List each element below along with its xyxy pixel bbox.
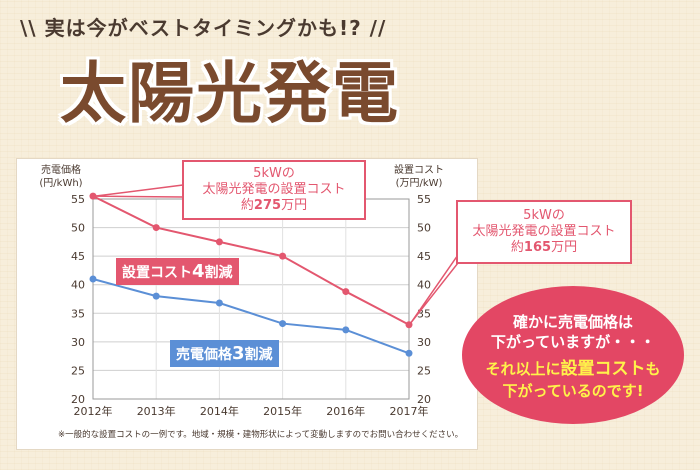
bubble-line2: 下がっていますが・・・ xyxy=(490,333,656,351)
callout-line3: 約165万円 xyxy=(510,240,578,255)
y-tick-left: 55 xyxy=(71,193,85,206)
data-point xyxy=(152,292,160,300)
x-tick-label: 2015年 xyxy=(263,404,302,418)
data-point xyxy=(405,349,413,357)
callout-line3: 約275万円 xyxy=(240,198,308,213)
data-point xyxy=(89,275,97,283)
data-point xyxy=(215,299,223,307)
y-tick-right: 30 xyxy=(417,336,431,349)
bubble-line3: それ以上に設置コストも xyxy=(485,359,661,379)
callout-value: 165 xyxy=(523,240,552,255)
data-point xyxy=(89,192,97,200)
y-tick-right: 40 xyxy=(417,279,431,292)
page-title: 太陽光発電 xyxy=(60,55,400,132)
y-tick-left: 35 xyxy=(71,307,85,320)
callout-line1: 5kWの xyxy=(253,166,295,181)
y-tick-right: 50 xyxy=(417,222,431,235)
data-point xyxy=(405,321,413,329)
summary-bubble: 確かに売電価格は 下がっていますが・・・ それ以上に設置コストも 下がっているの… xyxy=(462,286,684,424)
data-point xyxy=(152,224,160,232)
y-tick-left: 50 xyxy=(71,222,85,235)
series-line-price xyxy=(92,278,410,355)
x-tick-label: 2012年 xyxy=(74,404,113,418)
callout-line2: 太陽光発電の設置コスト xyxy=(202,182,346,197)
callout-pointer xyxy=(94,184,184,198)
footnote: ※一般的な設置コストの一例です。地域・規模・建物形状によって変動しますのでお問い… xyxy=(58,430,464,440)
y-tick-left: 45 xyxy=(71,250,85,263)
y-tick-left: 30 xyxy=(71,336,85,349)
y-axis-title-right: 設置コスト xyxy=(394,163,444,176)
y-tick-right: 35 xyxy=(417,307,431,320)
data-point xyxy=(279,320,287,328)
y-tick-left: 20 xyxy=(71,393,85,406)
data-point xyxy=(342,288,350,296)
x-tick-label: 2017年 xyxy=(390,404,429,418)
y-tick-left: 40 xyxy=(71,279,85,292)
y-tick-right: 45 xyxy=(417,250,431,263)
y-tick-right: 20 xyxy=(417,393,431,406)
y-axis-title-right: (万円/kW) xyxy=(396,178,443,189)
x-tick-label: 2014年 xyxy=(200,404,239,418)
series-line-cost xyxy=(92,195,410,326)
callout-line2: 太陽光発電の設置コスト xyxy=(472,224,616,239)
y-tick-left: 25 xyxy=(71,364,85,377)
price-reduction-label: 売電価格3割減 xyxy=(170,340,279,367)
data-point xyxy=(215,238,223,246)
bubble-line1: 確かに売電価格は xyxy=(512,313,633,331)
data-point xyxy=(279,252,287,260)
y-axis-title-left: 売電価格 xyxy=(41,163,81,176)
cost-reduction-label: 設置コスト4割減 xyxy=(116,258,239,285)
bubble-line4: 下がっているのです! xyxy=(502,382,644,400)
y-axis-title-left: (円/kWh) xyxy=(39,178,82,189)
x-tick-label: 2016年 xyxy=(326,404,365,418)
data-point xyxy=(342,326,350,334)
cost-callout-2012: 5kWの 太陽光発電の設置コスト 約275万円 xyxy=(182,160,366,220)
x-tick-label: 2013年 xyxy=(137,404,176,418)
y-tick-right: 25 xyxy=(417,364,431,377)
cost-callout-2017: 5kWの 太陽光発電の設置コスト 約165万円 xyxy=(456,200,632,264)
callout-line1: 5kWの xyxy=(523,208,565,223)
y-tick-right: 55 xyxy=(417,193,431,206)
callout-value: 275 xyxy=(253,198,282,213)
tagline: \\ 実は今がベストタイミングかも!? // xyxy=(20,16,387,40)
